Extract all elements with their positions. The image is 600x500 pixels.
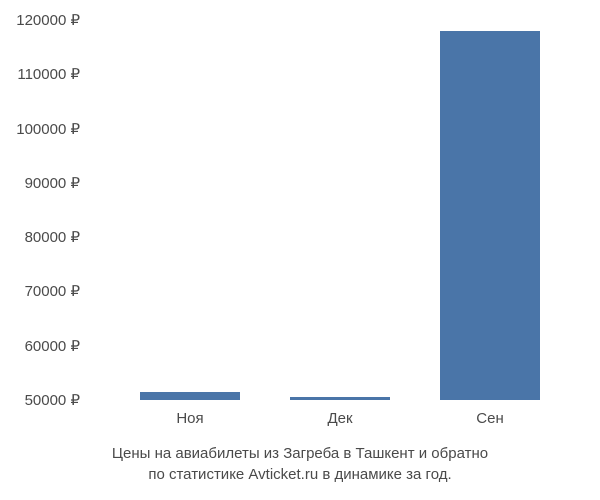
- x-axis: Ноя Дек Сен: [100, 410, 580, 440]
- y-tick-label: 90000 ₽: [25, 174, 80, 192]
- y-axis: 50000 ₽60000 ₽70000 ₽80000 ₽90000 ₽10000…: [0, 20, 90, 400]
- x-tick-label: Дек: [327, 410, 352, 427]
- y-tick-label: 80000 ₽: [25, 228, 80, 246]
- bar: [290, 397, 390, 400]
- caption-line-2: по статистике Avticket.ru в динамике за …: [148, 466, 451, 483]
- chart-container: 50000 ₽ 60000 ₽ 70000 ₽ 80000 ₽ 90000 ₽ 10000…: [0, 0, 600, 500]
- y-tick-label: 50000 ₽: [25, 391, 80, 409]
- x-tick-label: Сен: [476, 410, 503, 427]
- y-tick-label: 60000 ₽: [25, 337, 80, 355]
- caption-line-1: Цены на авиабилеты из Загреба в Ташкент …: [112, 445, 488, 462]
- bar: [140, 392, 240, 400]
- y-tick-label: 70000 ₽: [25, 282, 80, 300]
- bar: [440, 31, 540, 400]
- y-tick-label: 120000 ₽: [16, 11, 80, 29]
- y-tick-label: 100000 ₽: [16, 120, 80, 138]
- x-tick-label: Ноя: [176, 410, 203, 427]
- bars-area: [100, 20, 580, 400]
- y-tick-label: 110000 ₽: [17, 65, 80, 83]
- chart-caption: Цены на авиабилеты из Загреба в Ташкент …: [0, 443, 600, 485]
